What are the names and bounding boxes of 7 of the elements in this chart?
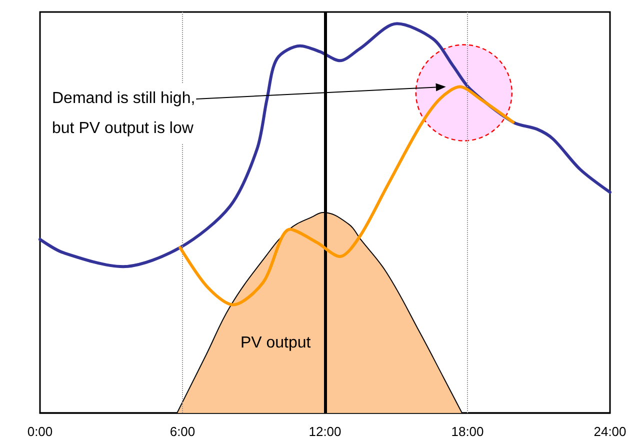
annotation: Demand is still high, but PV output is low <box>52 84 196 144</box>
x-tick-label: 0:00 <box>27 424 53 439</box>
x-tick-label: 12:00 <box>308 424 342 439</box>
series-label: PV output <box>240 334 312 352</box>
x-tick-label: 6:00 <box>170 424 196 439</box>
x-tick-label: 18:00 <box>451 424 484 439</box>
x-tick-label: 24:00 <box>594 424 626 439</box>
